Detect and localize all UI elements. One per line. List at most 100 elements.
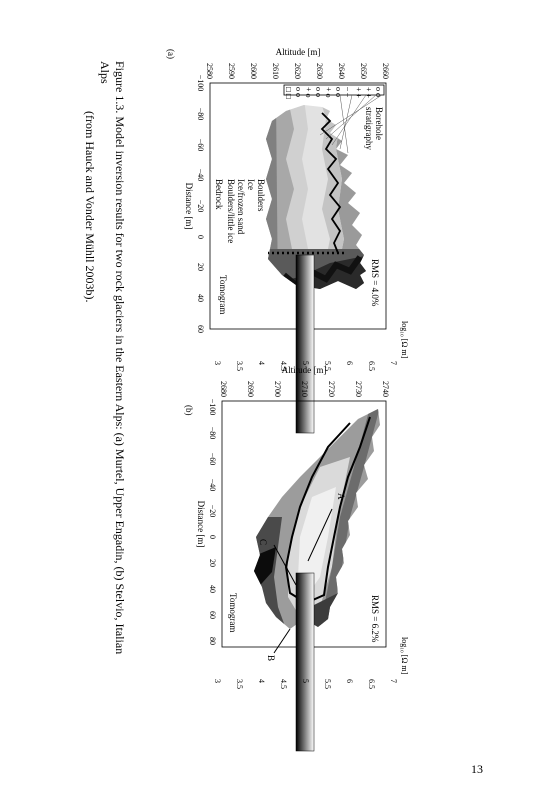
panel-b-colorbar-tick: 7 (389, 679, 398, 683)
panel-a-colorbar-tick: 5.5 (323, 361, 332, 371)
panel-a-colorbar-tick: 6 (345, 361, 354, 365)
panel-a-legend-ice-frozen-sand: Ice/frozen sand (236, 179, 246, 235)
panel-b-marker-b-line (273, 628, 291, 654)
panel-a-xtick: 0 (196, 235, 205, 239)
panel-b-tomogram-label: Tomogram (228, 593, 238, 632)
panel-b-xtick: −20 (208, 505, 217, 518)
panel-b-yticks: 2740 2730 2720 2710 2700 2690 2680 (219, 381, 390, 397)
svg-text:□ □: □ □ (284, 87, 293, 99)
panel-b-ytick: 2690 (246, 381, 255, 397)
rotated-figure-block: o o + + + + – – o o + o o o + o o o □ □ … (83, 47, 409, 752)
panel-b-xtick: −60 (208, 453, 217, 466)
panel-b-xtick: 0 (208, 535, 217, 539)
panel-a-yticks: 2660 2650 2640 2630 2620 2610 2600 2590 … (205, 63, 390, 79)
panel-b-colorbar-tick: 6.5 (367, 679, 376, 689)
panel-b-stelvio: A B C RMS = 6.2% Tomogram 2740 2730 2720… (124, 365, 409, 752)
panel-b-ylabel: Altitude [m] (282, 365, 327, 375)
panel-a-ytick: 2600 (249, 63, 258, 79)
panel-a-colorbar-tick: 5 (301, 361, 310, 365)
panel-a-xticks: −100 −80 −60 −40 −20 0 20 40 60 (196, 75, 205, 333)
panel-a-ytick: 2640 (337, 63, 346, 79)
figure-caption: Figure 1.3. Model inversion results for … (82, 61, 127, 673)
figure-caption-line-1: Figure 1.3. Model inversion results for … (98, 61, 127, 655)
panel-b-colorbar-label: log₁₀ [Ω m] (400, 637, 409, 675)
panel-b-ytick: 2680 (219, 381, 228, 397)
panel-a-ice-boundary (320, 112, 342, 254)
panel-b-ytick: 2740 (381, 381, 390, 397)
panel-a-borehole-title2: stratigraphy (364, 107, 374, 150)
svg-text:o o: o o (374, 87, 383, 97)
panel-a-xtick: 20 (196, 263, 205, 271)
panel-a-ytick: 2590 (227, 63, 236, 79)
panel-b-ytick: 2720 (327, 381, 336, 397)
svg-text:o o: o o (314, 87, 323, 97)
panel-a-xtick: −100 (196, 75, 205, 92)
panel-b-ytick: 2710 (300, 381, 309, 397)
panel-a-label: (a) (166, 49, 176, 59)
panel-b-colorbar-tick: 3.5 (235, 679, 244, 689)
panel-a-ytick: 2580 (205, 63, 214, 79)
panel-b-marker-a: A (336, 493, 346, 500)
panel-a-xlabel: Distance [m] (184, 183, 194, 230)
panel-b-xtick: −40 (208, 479, 217, 492)
panel-b-xtick: 20 (208, 559, 217, 567)
svg-text:+ o: + o (304, 87, 313, 98)
panel-b-ytick: 2730 (354, 381, 363, 397)
panel-b-marker-b: B (266, 655, 276, 661)
panel-a-ytick: 2610 (271, 63, 280, 79)
panel-a-colorbar-tick: 6.5 (367, 361, 376, 371)
panel-b-label: (b) (184, 405, 194, 416)
panel-a-legend-ice: Ice (246, 179, 256, 190)
panel-b-xtick: 80 (208, 637, 217, 645)
panel-b-xlabel: Distance [m] (196, 501, 206, 548)
panel-b-marker-c-line (273, 544, 297, 586)
panel-b-colorbar-tick: 4 (257, 679, 266, 683)
panel-b-colorbar-tick: 4.5 (279, 679, 288, 689)
svg-text:o o: o o (294, 87, 303, 97)
page-number: 13 (471, 762, 483, 776)
panel-b-rms: RMS = 6.2% (370, 595, 380, 643)
panel-b-marker-a-line (307, 508, 333, 562)
panel-b-colorbar-tick: 5 (301, 679, 310, 683)
figure-caption-line-2: (from Hauck and Vonder Mühll 2003b). (83, 111, 97, 303)
panel-a-xtick: 60 (196, 325, 205, 333)
panel-a-borehole-title: Borehole (374, 107, 384, 140)
panel-a-ytick: 2650 (359, 63, 368, 79)
svg-text:+ +: + + (364, 87, 373, 99)
panel-a-colorbar-tick: 7 (389, 361, 398, 365)
panel-a-ytick: 2660 (381, 63, 390, 79)
panel-a-plot: o o + + + + – – o o + o o o + o o o □ □ … (166, 47, 409, 434)
panel-a-xtick: 40 (196, 294, 205, 302)
panel-a-ytick: 2630 (315, 63, 324, 79)
panel-a-colorbar-tick: 4 (257, 361, 266, 365)
panel-a-ytick: 2620 (293, 63, 302, 79)
panel-a-ylabel: Altitude [m] (276, 47, 321, 57)
svg-text:– –: – – (344, 86, 353, 98)
panel-a-colorbar-label: log₁₀ [Ω m] (400, 321, 409, 359)
panel-b-colorbar-tick: 6 (345, 679, 354, 683)
svg-text:o o: o o (334, 87, 343, 97)
panel-a-colorbar-tick: 4.5 (279, 361, 288, 371)
panel-b-marker-c: C (258, 539, 268, 545)
panel-b-xtick: 60 (208, 611, 217, 619)
panel-a-xtick: −80 (196, 108, 205, 121)
panel-a-colorbar: log₁₀ [Ω m] 7 6.5 6 5.5 5 4.5 4 3.5 3 (213, 254, 409, 434)
panel-a-xtick: −60 (196, 139, 205, 152)
panel-b-xtick: 40 (208, 585, 217, 593)
svg-text:+ o: + o (324, 87, 333, 98)
panel-a-borehole-log: o o + + + + – – o o + o o o + o o o □ □ (283, 84, 385, 154)
panel-a-xtick: −40 (196, 169, 205, 182)
panel-a-legend-boulders-little-ice: Boulders/little ice (226, 179, 236, 243)
panel-a-tomogram (266, 105, 366, 289)
panel-b-tomogram (254, 409, 380, 629)
panel-b-colorbar-tick: 3 (213, 679, 222, 683)
panel-b-colorbar-tick: 5.5 (323, 679, 332, 689)
svg-text:+ +: + + (354, 87, 363, 99)
panel-b-colorbar: log₁₀ [Ω m] 7 6.5 6 5.5 5 4.5 4 3.5 3 (213, 572, 409, 752)
panel-a-legend-boulders: Boulders (256, 179, 266, 212)
panel-a-xtick: −20 (196, 200, 205, 213)
panel-b-xtick: −100 (208, 399, 217, 416)
panel-b-xticks: −100 −80 −60 −40 −20 0 20 40 60 80 (208, 399, 217, 645)
panel-a-tomogram-label: Tomogram (218, 275, 228, 314)
